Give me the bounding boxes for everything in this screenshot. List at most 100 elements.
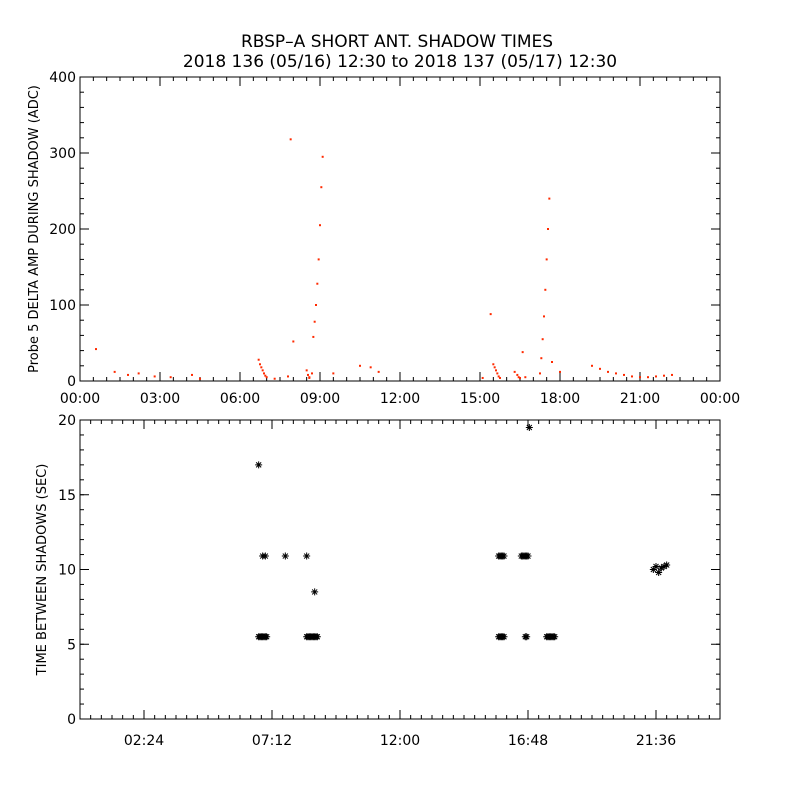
data-point — [497, 375, 500, 378]
data-point — [489, 313, 492, 316]
data-point — [615, 372, 617, 375]
data-point — [261, 369, 264, 372]
x-tick-label: 03:00 — [140, 391, 180, 407]
x-tick-label: 15:00 — [460, 391, 500, 407]
data-point — [313, 633, 321, 641]
y-tick-label: 100 — [49, 298, 76, 314]
data-point — [319, 224, 321, 227]
data-point — [607, 370, 609, 373]
data-point — [317, 258, 320, 261]
data-point — [289, 138, 292, 141]
x-tick-label: 16:48 — [508, 733, 548, 749]
data-point — [517, 376, 520, 379]
data-point — [273, 377, 276, 380]
data-point — [671, 373, 673, 376]
data-point — [548, 197, 551, 200]
data-point — [521, 351, 524, 354]
data-point — [539, 372, 541, 375]
amplitude-panel: 00:00 03:00 06:00 09:00 12:00 15:00 18:00 21:00… — [27, 70, 740, 407]
x-tick-label: 09:00 — [300, 391, 340, 407]
data-point — [545, 258, 548, 261]
y-tick-label: 10 — [58, 563, 76, 579]
data-point — [544, 288, 547, 291]
data-point — [591, 364, 593, 367]
data-point — [313, 320, 316, 323]
data-point — [663, 561, 671, 569]
data-point — [315, 304, 317, 306]
y-tick-label: 5 — [67, 637, 76, 653]
x-tick-label: 18:00 — [540, 391, 580, 407]
y-tick-label: 300 — [49, 146, 76, 162]
data-point — [287, 375, 289, 378]
figure-subtitle: 2018 136 (05/16) 12:30 to 2018 137 (05/1… — [183, 52, 617, 72]
data-point — [321, 155, 324, 158]
data-point — [199, 377, 201, 380]
y-tick-label: 0 — [67, 712, 76, 728]
data-point — [547, 228, 549, 230]
data-point — [524, 552, 532, 560]
data-point — [260, 366, 263, 369]
figure-title: RBSP–A SHORT ANT. SHADOW TIMES — [241, 32, 553, 52]
x-tick-label: 21:00 — [620, 391, 660, 407]
data-point — [500, 633, 508, 641]
data-point — [359, 364, 361, 367]
x-tick-label: 06:00 — [220, 391, 260, 407]
data-point — [540, 357, 543, 360]
data-point — [320, 186, 323, 189]
data-point — [543, 315, 545, 318]
data-point — [264, 374, 267, 377]
data-point — [377, 370, 380, 373]
y-tick-label: 200 — [49, 222, 76, 238]
data-point — [513, 370, 516, 373]
data-point — [153, 375, 156, 378]
data-point — [499, 376, 501, 379]
data-point — [127, 373, 129, 376]
data-point — [500, 552, 508, 560]
data-point — [255, 461, 263, 469]
data-point — [305, 369, 308, 372]
data-point — [657, 564, 665, 572]
x-tick-label: 12:00 — [380, 391, 420, 407]
data-point — [639, 376, 641, 379]
data-point — [631, 375, 633, 378]
data-point — [261, 552, 269, 560]
data-point — [113, 370, 116, 373]
x-tick-label: 00:00 — [60, 391, 100, 407]
data-point — [316, 282, 319, 285]
data-point — [551, 361, 553, 363]
data-point — [311, 588, 319, 596]
data-point — [481, 376, 484, 379]
x-tick-label: 00:00 — [700, 391, 740, 407]
data-point — [655, 375, 657, 378]
y-tick-label: 15 — [58, 488, 76, 504]
plot-frame — [79, 76, 721, 382]
data-point — [551, 633, 559, 641]
data-point — [137, 372, 140, 375]
data-point — [312, 335, 315, 338]
data-point — [523, 633, 531, 641]
data-point — [655, 568, 663, 576]
data-point — [649, 566, 657, 573]
data-point — [519, 376, 521, 379]
plot-frame — [79, 419, 721, 720]
x-tick-label: 12:00 — [380, 733, 420, 749]
data-point — [495, 369, 497, 372]
data-point — [599, 367, 601, 370]
y-axis-title: TIME BETWEEN SHADOWS (SEC) — [35, 464, 50, 677]
data-point — [308, 376, 311, 379]
interval-panel: 02:24 07:12 12:00 16:48 21:36 0 5 10 15 20 TIME BE… — [35, 413, 721, 749]
y-tick-label: 20 — [58, 413, 76, 429]
data-point — [307, 373, 309, 376]
data-point — [493, 366, 496, 369]
data-point — [496, 372, 499, 375]
x-tick-label: 21:36 — [636, 733, 676, 749]
data-point — [492, 363, 495, 366]
data-point — [524, 376, 527, 379]
data-point — [259, 363, 261, 366]
y-tick-label: 400 — [49, 70, 76, 86]
data-point — [663, 374, 665, 377]
y-axis-title: Probe 5 DELTA AMP DURING SHADOW (ADC) — [27, 85, 42, 373]
data-point — [652, 563, 660, 571]
data-point — [265, 376, 268, 379]
